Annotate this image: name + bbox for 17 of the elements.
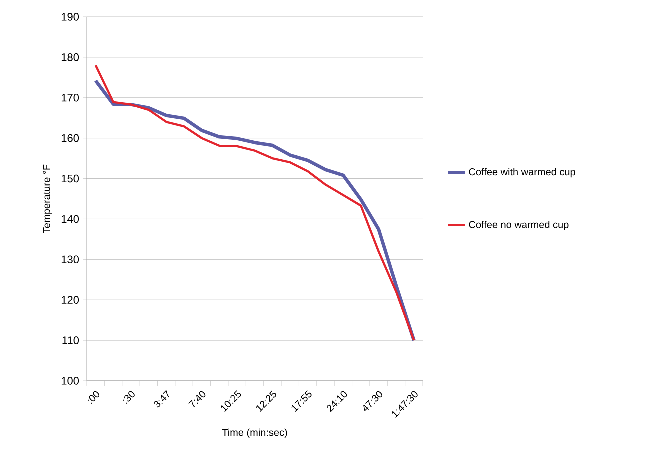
y-axis-title: Temperature °F: [43, 164, 52, 234]
y-tick-label: 120: [62, 296, 80, 304]
legend-label: Coffee no warmed cup: [469, 220, 569, 230]
x-tick-label: :30: [123, 391, 135, 404]
legend-label: Coffee with warmed cup: [469, 168, 576, 178]
x-tick-label: :00: [88, 391, 100, 404]
x-axis-title: Time (min:sec): [222, 428, 288, 438]
y-tick-label: 160: [62, 134, 80, 142]
y-tick-label: 180: [62, 54, 80, 62]
x-tick-label: 7:40: [188, 391, 206, 408]
y-tick-label: 130: [62, 256, 80, 264]
y-tick-label: 100: [62, 377, 80, 385]
y-tick-label: 170: [62, 94, 80, 102]
y-tick-label: 150: [62, 174, 80, 183]
y-tick-label: 140: [62, 215, 80, 224]
y-tick-label: 110: [62, 336, 80, 344]
y-tick-label: 190: [62, 13, 80, 21]
